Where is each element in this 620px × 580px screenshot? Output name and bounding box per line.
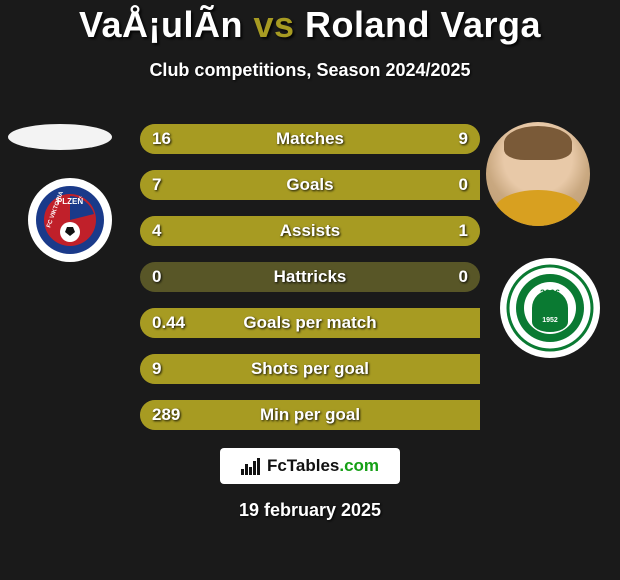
stat-label: Assists [140,216,480,246]
avatar-left-placeholder [8,124,112,150]
date-text: 19 february 2025 [0,500,620,521]
branding-badge: FcTables.com [220,448,400,484]
stat-value-left: 289 [152,400,180,430]
avatar-right [486,122,590,226]
club-badge-left: PLZEŇ FC VIKTORIA [28,178,112,262]
club-badge-left-icon: PLZEŇ FC VIKTORIA [34,184,106,256]
stat-row: Hattricks0 0 [140,262,480,292]
stat-value-left: 0 [152,262,161,292]
title-vs: vs [243,4,305,45]
page-title: VaÅ¡ulÃ­n vs Roland Varga [0,0,620,46]
stat-value-right: 1 [459,216,468,246]
title-left-player: VaÅ¡ulÃ­n [79,4,243,45]
stat-label: Shots per goal [140,354,480,384]
stat-row: Shots per goal9 [140,354,480,384]
stat-row: Min per goal289 [140,400,480,430]
title-right-player: Roland Varga [305,4,541,45]
stat-label: Goals [140,170,480,200]
stat-row: Matches16 9 [140,124,480,154]
stat-label: Min per goal [140,400,480,430]
stat-row: Assists4 1 [140,216,480,246]
comparison-card: VaÅ¡ulÃ­n vs Roland Varga Club competiti… [0,0,620,580]
svg-text:2006: 2006 [540,288,560,298]
stat-value-left: 0.44 [152,308,185,338]
club-badge-right-icon: 2006 1952 [506,264,594,352]
stat-value-right: 0 [459,262,468,292]
stat-row: Goals7 0 [140,170,480,200]
stat-value-left: 7 [152,170,161,200]
branding-prefix: FcTables [267,456,339,475]
bar-chart-icon [241,457,263,475]
subtitle: Club competitions, Season 2024/2025 [0,60,620,81]
stat-label: Matches [140,124,480,154]
club-badge-right: 2006 1952 [500,258,600,358]
stat-value-left: 9 [152,354,161,384]
branding-text: FcTables.com [267,456,379,476]
comparison-rows: Matches169Goals70Assists41Hattricks00Goa… [140,124,480,446]
stat-row: Goals per match0.44 [140,308,480,338]
branding-suffix: .com [339,456,379,475]
stat-label: Goals per match [140,308,480,338]
stat-label: Hattricks [140,262,480,292]
stat-value-left: 16 [152,124,171,154]
stat-value-right: 9 [459,124,468,154]
stat-value-right: 0 [459,170,468,200]
stat-value-left: 4 [152,216,161,246]
svg-text:1952: 1952 [542,317,558,324]
